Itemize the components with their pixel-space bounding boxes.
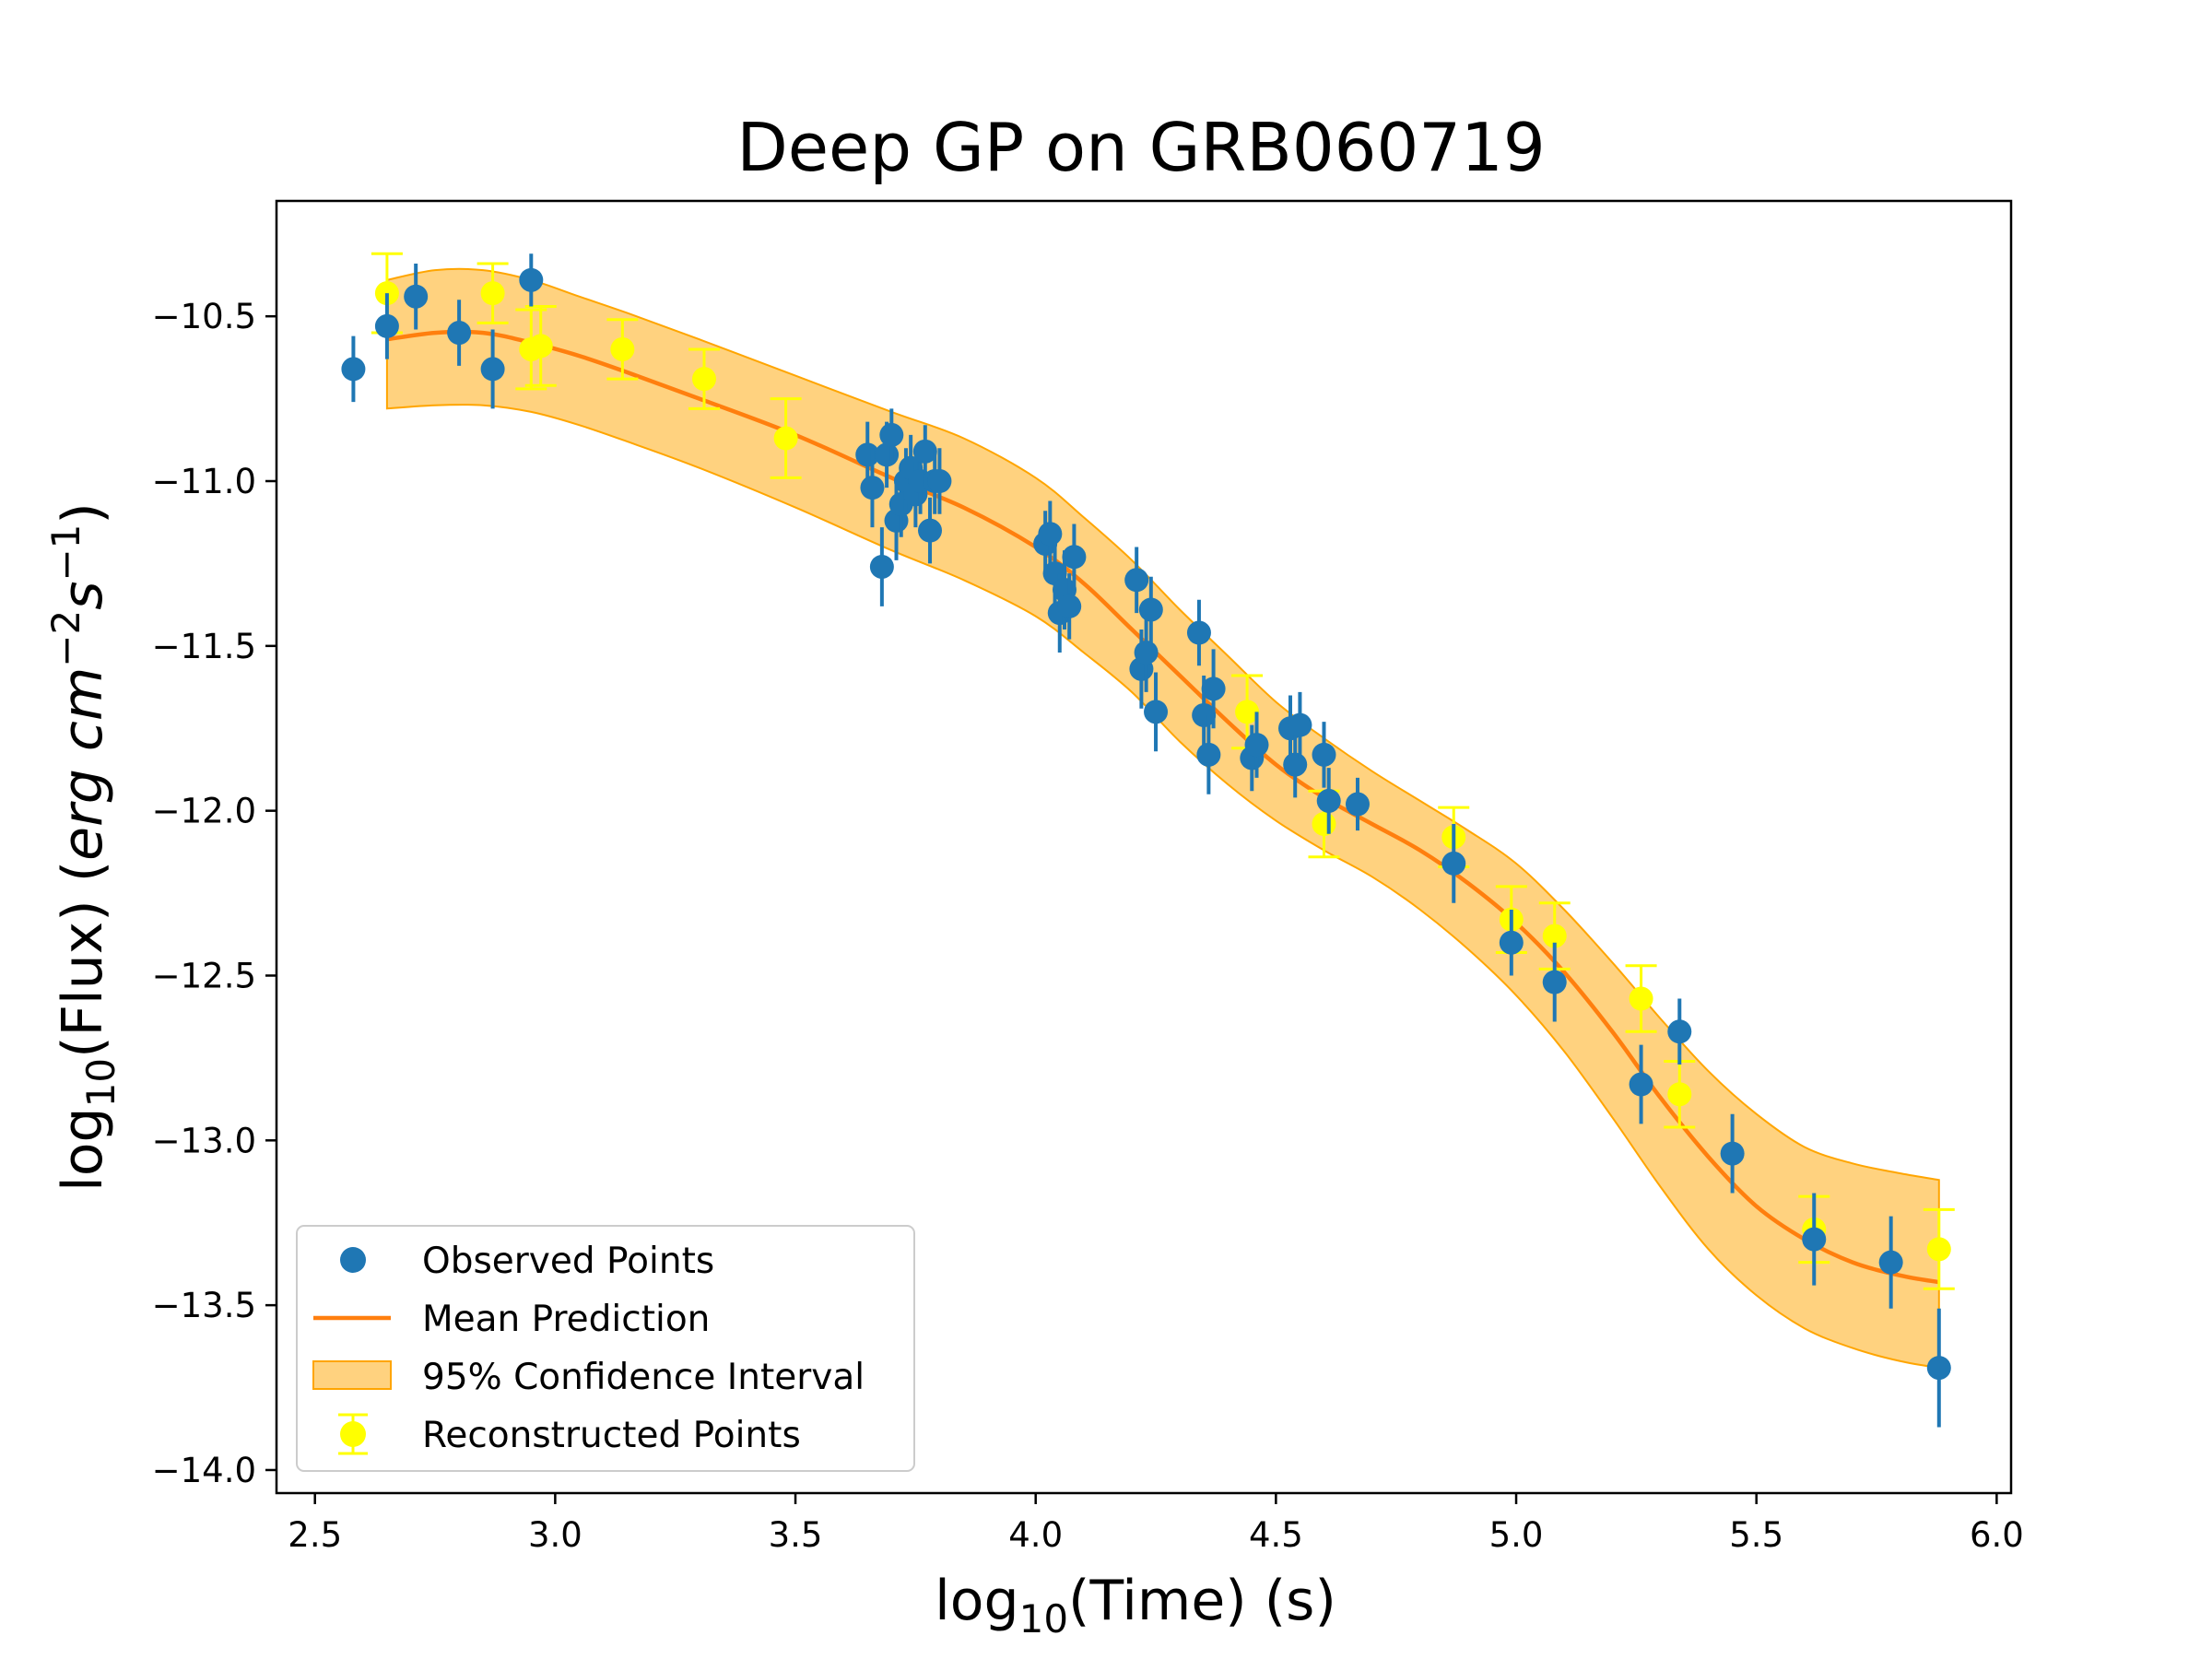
x-tick-label: 3.0 xyxy=(528,1515,582,1555)
observed-point xyxy=(927,448,952,514)
observed-point xyxy=(912,425,937,478)
plot-frame xyxy=(275,199,2013,1495)
observed-point xyxy=(1312,722,1336,788)
y-label-end: ) xyxy=(51,502,115,524)
y-label-sup1: −2 xyxy=(43,610,88,667)
legend-band-label: 95% Confidence Interval xyxy=(422,1357,865,1398)
y-label-log: log xyxy=(51,1107,115,1191)
y-label-mid: (Flux) ( xyxy=(51,861,115,1058)
observed-point xyxy=(879,408,904,462)
observed-point xyxy=(519,253,544,307)
observed-point xyxy=(1499,909,1524,976)
observed-point xyxy=(1802,1193,1827,1286)
reconstructed-point xyxy=(606,318,639,381)
x-tick-label: 6.0 xyxy=(1970,1515,2024,1555)
x-tick-label: 2.5 xyxy=(288,1515,342,1555)
observed-point xyxy=(1124,547,1149,614)
observed-point xyxy=(1667,998,1692,1065)
y-tick-label: −11.0 xyxy=(152,462,256,501)
observed-point xyxy=(918,497,943,564)
observed-point xyxy=(1288,691,1312,759)
y-tick-label: −12.5 xyxy=(152,956,256,995)
y-tick-label: −11.5 xyxy=(152,627,256,666)
y-axis-label: log10(Flux) (erg cm−2s−1) xyxy=(43,502,124,1192)
y-tick-label: −13.5 xyxy=(152,1286,256,1325)
reconstructed-point xyxy=(1923,1207,1955,1290)
chart-title: Deep GP on GRB060719 xyxy=(736,109,1545,186)
y-tick-label: −14.0 xyxy=(152,1451,256,1490)
legend-band-patch xyxy=(312,1360,392,1390)
x-label-log: log xyxy=(935,1569,1018,1633)
y-label-sub: 10 xyxy=(78,1058,124,1107)
observed-points-layer xyxy=(341,253,1951,1428)
observed-point xyxy=(1878,1216,1903,1309)
reconstructed-point xyxy=(1625,964,1657,1033)
x-label-rest: (Time) (s) xyxy=(1068,1569,1336,1633)
observed-point xyxy=(1720,1113,1745,1194)
reconstructed-point xyxy=(770,397,802,479)
y-label-unit: erg cm xyxy=(51,667,115,861)
y-label-s: s xyxy=(51,582,115,610)
observed-point xyxy=(1138,576,1163,643)
observed-point xyxy=(404,263,429,330)
observed-point xyxy=(1201,649,1226,729)
legend-box xyxy=(296,1225,915,1472)
observed-point xyxy=(860,448,885,528)
observed-point xyxy=(1441,823,1466,903)
observed-point xyxy=(869,527,894,606)
legend-mean-label: Mean Prediction xyxy=(422,1299,710,1340)
x-tick-label: 4.0 xyxy=(1008,1515,1063,1555)
observed-point xyxy=(1062,524,1087,591)
reconstructed-point xyxy=(1538,901,1571,971)
observed-point xyxy=(1542,942,1567,1022)
observed-point xyxy=(447,300,472,366)
observed-point xyxy=(341,335,366,403)
legend: Observed Points Mean Prediction 95% Conf… xyxy=(296,1225,915,1472)
y-axis-ticks: −10.5 −11.0 −11.5 −12.0 −12.5 −13.0 −13.5 −14.0 xyxy=(152,297,276,1490)
observed-point xyxy=(1144,672,1169,752)
observed-point xyxy=(1038,500,1063,567)
observed-point xyxy=(1134,613,1159,692)
observed-point xyxy=(374,293,399,359)
x-label-sub: 10 xyxy=(1019,1596,1068,1641)
x-tick-label: 3.5 xyxy=(769,1515,823,1555)
mean-prediction-line xyxy=(386,329,1940,1285)
observed-point xyxy=(1316,768,1341,834)
x-tick-label: 4.5 xyxy=(1249,1515,1303,1555)
y-label-sup2: −1 xyxy=(43,524,88,582)
confidence-band-layer xyxy=(385,267,1940,1370)
legend-observed-label: Observed Points xyxy=(422,1241,714,1282)
y-tick-label: −13.0 xyxy=(152,1121,256,1160)
y-tick-label: −10.5 xyxy=(152,297,256,336)
observed-point xyxy=(1283,731,1308,798)
observed-point xyxy=(1926,1308,1951,1428)
mean-line-layer xyxy=(386,329,1940,1285)
reconstructed-point xyxy=(688,347,720,410)
y-tick-label: −12.0 xyxy=(152,792,256,831)
observed-point xyxy=(480,329,505,409)
legend-reconstructed-marker xyxy=(338,1413,368,1455)
observed-point xyxy=(1057,573,1082,640)
x-axis-label: log10(Time) (s) xyxy=(935,1569,1336,1641)
observed-point xyxy=(1629,1044,1653,1124)
confidence-band xyxy=(385,267,1940,1370)
observed-point xyxy=(1186,599,1211,666)
observed-point xyxy=(1196,714,1221,794)
reconstructed-points-layer xyxy=(371,252,1955,1290)
reconstructed-point xyxy=(477,262,509,324)
legend-observed-marker xyxy=(340,1247,366,1273)
legend-reconstructed-label: Reconstructed Points xyxy=(422,1415,801,1456)
x-axis-ticks: 2.5 3.0 3.5 4.0 4.5 5.0 5.5 6.0 xyxy=(288,1493,2024,1555)
x-tick-label: 5.0 xyxy=(1489,1515,1544,1555)
observed-point xyxy=(1244,712,1269,778)
x-tick-label: 5.5 xyxy=(1729,1515,1783,1555)
observed-point xyxy=(1345,777,1370,831)
